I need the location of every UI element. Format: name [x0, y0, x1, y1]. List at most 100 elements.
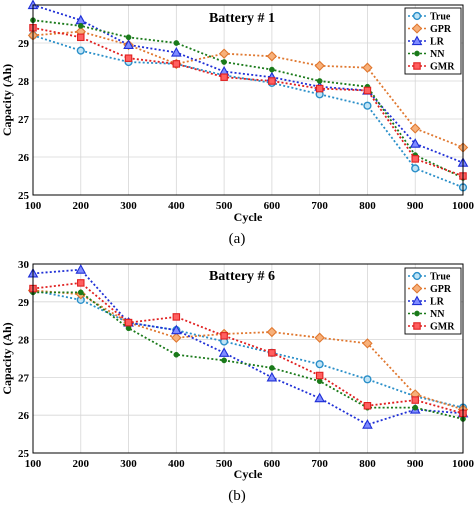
x-tick-label: 200 — [73, 458, 90, 470]
figure-caption: (a) — [229, 231, 246, 247]
figure-caption: (b) — [228, 488, 246, 504]
x-tick-label: 900 — [407, 458, 424, 470]
data-point — [362, 62, 373, 73]
x-tick-label: 900 — [407, 200, 424, 212]
y-tick-label: 28 — [18, 335, 30, 347]
data-point — [412, 404, 419, 411]
x-tick-label: 700 — [311, 200, 328, 212]
data-point — [315, 84, 324, 93]
y-axis-label: Capacity (Ah) — [0, 322, 14, 394]
y-tick-label: 30 — [18, 259, 30, 271]
legend-marker — [413, 62, 421, 70]
data-point — [171, 332, 182, 343]
data-point — [125, 34, 132, 41]
legend-marker — [414, 50, 420, 57]
data-point — [314, 60, 325, 71]
legend-label: True — [430, 272, 451, 283]
legend-label: LR — [430, 37, 445, 48]
plot-area — [33, 264, 463, 453]
chart-title: Battery # 6 — [209, 269, 275, 284]
legend-marker — [411, 295, 423, 306]
x-tick-label: 800 — [359, 458, 376, 470]
legend-marker — [413, 322, 421, 330]
data-point — [411, 155, 419, 163]
x-tick-label: 600 — [264, 200, 281, 212]
x-axis-label: Cycle — [234, 467, 263, 481]
data-point — [124, 54, 133, 62]
chart-2: 100 200 300 400 500 600 700 800 900 1000 25 26 27 28 2… — [0, 259, 474, 504]
data-point — [363, 401, 372, 410]
x-tick-label: 1000 — [452, 458, 474, 470]
y-tick-label: 27 — [18, 114, 30, 126]
series-line — [32, 289, 464, 411]
data-point — [269, 66, 275, 73]
x-tick-label: 700 — [311, 458, 328, 470]
series-nn — [30, 17, 466, 181]
y-tick-label: 28 — [18, 76, 30, 88]
data-point — [220, 73, 228, 81]
data-point — [221, 357, 227, 364]
legend-marker — [412, 11, 422, 21]
data-point — [363, 86, 372, 95]
x-tick-label: 600 — [264, 458, 281, 470]
legend-label: LR — [430, 297, 445, 308]
data-point — [172, 60, 181, 68]
data-point — [221, 59, 227, 65]
data-point — [362, 338, 373, 349]
series-line — [32, 34, 464, 189]
chart-title: Battery # 1 — [209, 11, 275, 26]
legend-item-nn: NN — [408, 49, 445, 60]
data-point — [268, 349, 276, 357]
data-point — [170, 324, 182, 335]
legend-marker — [412, 271, 422, 281]
data-point — [314, 392, 326, 403]
data-point — [269, 365, 275, 371]
data-point — [218, 347, 230, 357]
data-point — [266, 371, 278, 382]
legend-item-nn: NN — [408, 309, 445, 320]
data-point — [411, 164, 420, 173]
data-point — [316, 378, 323, 385]
plot-area — [33, 5, 463, 195]
data-point — [363, 375, 372, 384]
data-point — [75, 264, 87, 274]
data-point — [409, 138, 421, 148]
data-point — [172, 313, 181, 321]
data-point — [266, 326, 278, 338]
y-tick-label: 27 — [18, 372, 30, 384]
data-point — [315, 360, 324, 369]
legend-item-gmr: GMR — [408, 322, 455, 333]
data-point — [268, 77, 276, 85]
legend-marker — [411, 23, 423, 34]
y-tick-label: 25 — [18, 448, 30, 460]
data-point — [77, 289, 84, 296]
x-tick-label: 800 — [359, 200, 376, 212]
y-axis-label: Capacity (Ah) — [0, 64, 14, 136]
y-tick-label: 26 — [18, 410, 30, 422]
legend-item-true: True — [408, 12, 451, 23]
plot-frame — [32, 4, 464, 196]
legend-item-gmr: GMR — [408, 62, 455, 73]
legend-marker — [411, 35, 423, 46]
x-tick-label: 100 — [25, 200, 42, 212]
series-line — [32, 30, 464, 149]
x-tick-label: 500 — [216, 200, 233, 212]
y-tick-label: 25 — [18, 190, 30, 202]
data-point — [410, 123, 421, 134]
legend-label: NN — [430, 309, 445, 320]
data-point — [124, 318, 133, 327]
y-tick-label: 29 — [18, 297, 30, 309]
data-point — [173, 40, 180, 46]
data-point — [77, 33, 85, 42]
y-tick-label: 26 — [18, 152, 30, 164]
legend-marker — [414, 310, 420, 317]
legend-label: GPR — [430, 24, 452, 35]
x-tick-label: 300 — [120, 458, 137, 470]
legend-label: NN — [430, 49, 445, 60]
data-point — [77, 279, 85, 287]
data-point — [173, 351, 180, 358]
legend-item-gpr: GPR — [408, 283, 452, 295]
data-point — [363, 101, 372, 110]
